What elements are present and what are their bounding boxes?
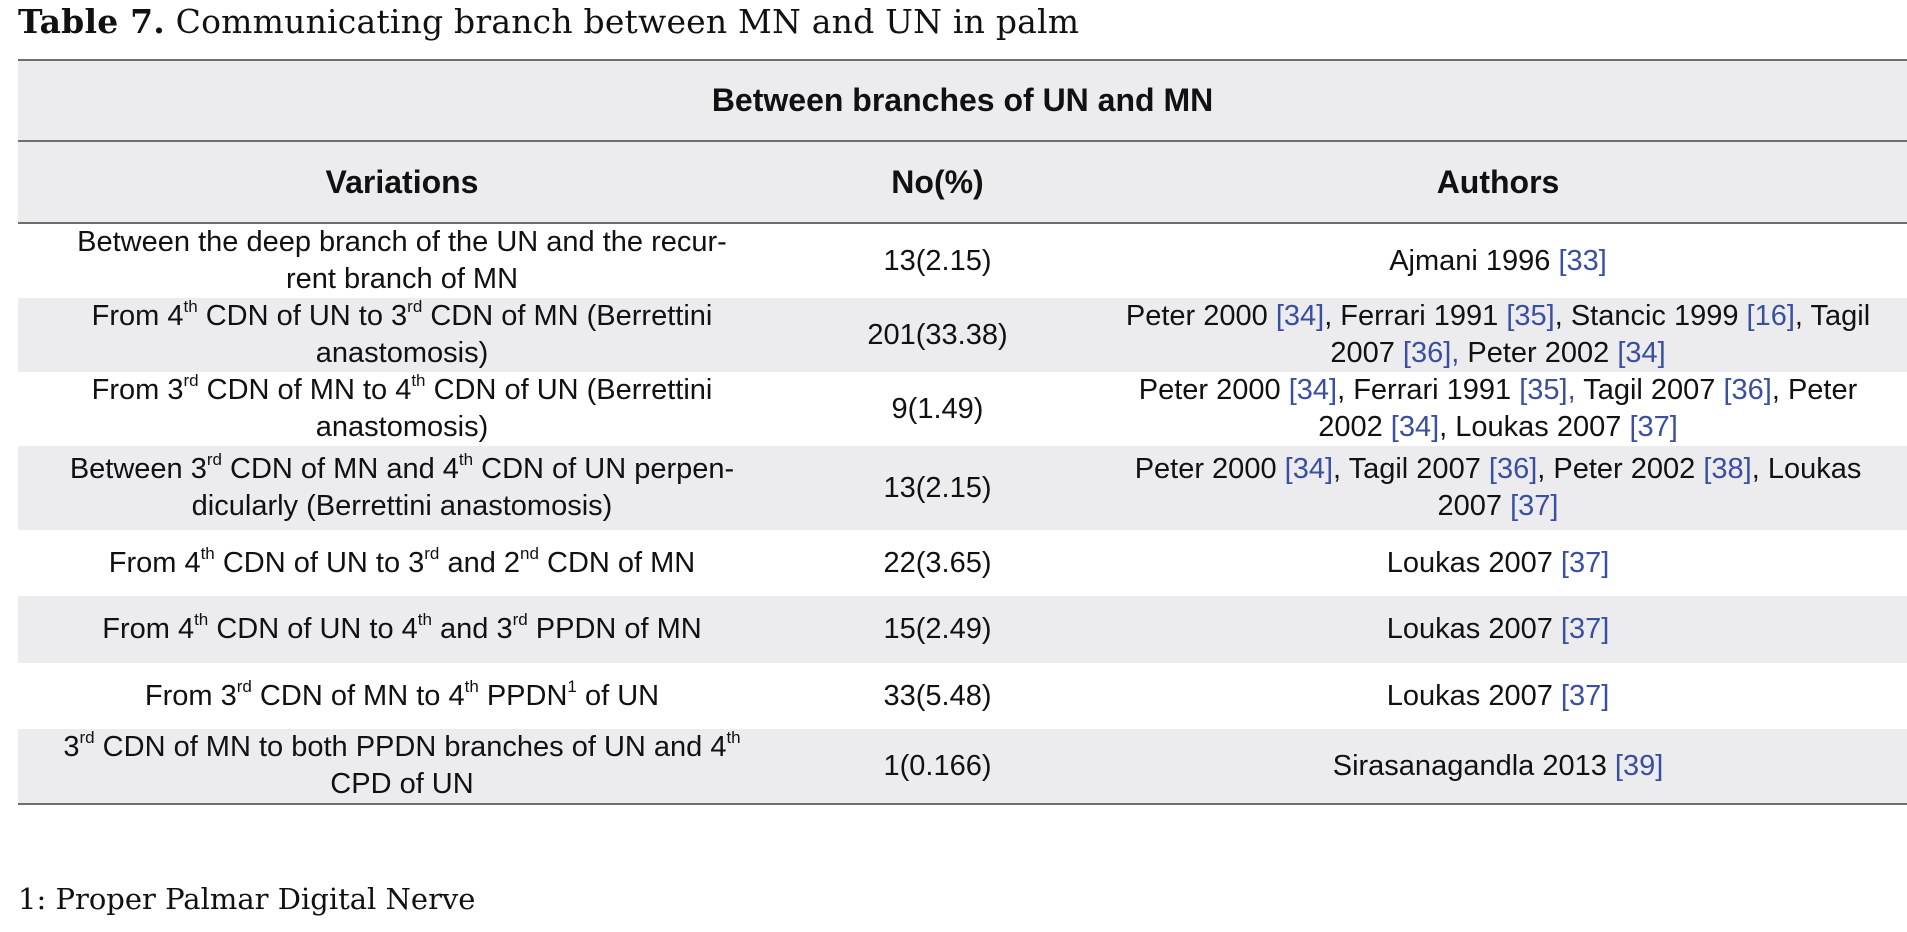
- superscript: th: [417, 610, 432, 630]
- table-row: 3rd CDN of MN to both PPDN branches of U…: [18, 728, 1907, 805]
- reference-link[interactable]: [34]: [1390, 411, 1440, 443]
- reference-link[interactable]: [35]: [1506, 300, 1555, 332]
- superscript: rd: [424, 543, 440, 563]
- variation-cell: From 3rd CDN of MN to 4th CDN of UN (Ber…: [18, 372, 786, 446]
- reference-link[interactable]: [34]: [1617, 337, 1666, 369]
- variation-cell: From 4th CDN of UN to 3rd and 2nd CDN of…: [18, 530, 786, 596]
- superscript: th: [458, 450, 474, 470]
- reference-link[interactable]: [37]: [1560, 546, 1610, 579]
- superscript: rd: [183, 371, 199, 391]
- count-cell: 13(2.15): [786, 446, 1089, 530]
- table-row: From 4th CDN of UN to 3rd CDN of MN (Ber…: [18, 298, 1907, 372]
- superscript: 1: [567, 676, 577, 696]
- table-body: Between the deep branch of the UN and th…: [18, 223, 1907, 805]
- superscript: th: [194, 610, 209, 630]
- table-row: Between 3rd CDN of MN and 4th CDN of UN …: [18, 446, 1907, 530]
- table-row: From 4th CDN of UN to 3rd and 2nd CDN of…: [18, 530, 1907, 596]
- table-row: From 3rd CDN of MN to 4th PPDN1 of UN 33(…: [18, 663, 1907, 729]
- superscript: th: [200, 543, 215, 563]
- reference-link[interactable]: [37]: [1510, 490, 1559, 522]
- count-cell: 9(1.49): [786, 372, 1089, 446]
- reference-link[interactable]: [34]: [1275, 300, 1325, 332]
- reference-link[interactable]: [34]: [1284, 453, 1334, 485]
- column-header-variations: Variations: [18, 141, 786, 224]
- reference-link[interactable]: [39]: [1614, 749, 1664, 782]
- superscript: rd: [407, 297, 423, 317]
- count-cell: 33(5.48): [786, 663, 1089, 729]
- table-title: Communicating branch between MN and UN i…: [175, 2, 1080, 41]
- reference-link[interactable]: [37]: [1560, 679, 1610, 712]
- reference-link[interactable]: [33]: [1558, 244, 1607, 277]
- table-row: From 3rd CDN of MN to 4th CDN of UN (Ber…: [18, 372, 1907, 446]
- variation-cell: From 4th CDN of UN to 4th and 3rd PPDN o…: [18, 596, 786, 663]
- reference-link[interactable]: [36]: [1723, 374, 1772, 406]
- superscript: th: [726, 728, 741, 748]
- superscript: rd: [236, 676, 252, 696]
- authors-cell: Loukas 2007 [37]: [1089, 663, 1907, 729]
- variation-cell: 3rd CDN of MN to both PPDN branches of U…: [18, 728, 786, 805]
- authors-cell: Peter 2000 [34], Tagil 2007 [36], Peter …: [1089, 446, 1907, 530]
- authors-cell: Peter 2000 [34], Ferrari 1991 [35], Stan…: [1089, 298, 1907, 372]
- authors-cell: Loukas 2007 [37]: [1089, 530, 1907, 596]
- table-row: From 4th CDN of UN to 4th and 3rd PPDN o…: [18, 596, 1907, 663]
- column-header-authors: Authors: [1089, 141, 1907, 224]
- superscript: th: [183, 297, 198, 317]
- variation-cell: From 4th CDN of UN to 3rd CDN of MN (Ber…: [18, 298, 786, 372]
- reference-link[interactable]: [37]: [1560, 613, 1610, 645]
- column-header-count: No(%): [786, 141, 1089, 224]
- superscript: th: [411, 371, 426, 391]
- count-cell: 22(3.65): [786, 530, 1089, 596]
- variation-cell: Between 3rd CDN of MN and 4th CDN of UN …: [18, 446, 786, 530]
- variation-cell: Between the deep branch of the UN and th…: [18, 223, 786, 298]
- authors-cell: Ajmani 1996 [33]: [1089, 223, 1907, 298]
- authors-cell: Peter 2000 [34], Ferrari 1991 [35], Tagi…: [1089, 372, 1907, 446]
- reference-link[interactable]: [34]: [1288, 374, 1338, 406]
- reference-link[interactable]: [37]: [1629, 411, 1678, 443]
- reference-link[interactable]: [16]: [1746, 300, 1795, 332]
- authors-cell: Sirasanagandla 2013 [39]: [1089, 729, 1907, 805]
- superscript: th: [464, 676, 479, 696]
- superscript: nd: [520, 543, 539, 563]
- superscript: rd: [512, 610, 528, 630]
- reference-link[interactable]: [35],: [1519, 374, 1576, 406]
- reference-link[interactable]: [36]: [1488, 453, 1538, 485]
- group-header: Between branches of UN and MN: [18, 59, 1907, 142]
- variations-table: Between branches of UN and MN Variations…: [18, 59, 1907, 805]
- table-caption: Table 7. Communicating branch between MN…: [18, 2, 1079, 41]
- superscript: rd: [206, 450, 222, 470]
- count-cell: 201(33.38): [786, 298, 1089, 372]
- reference-link[interactable]: [38]: [1703, 453, 1752, 485]
- count-cell: 13(2.15): [786, 223, 1089, 298]
- superscript: rd: [79, 728, 95, 748]
- footnote: 1: Proper Palmar Digital Nerve: [18, 882, 476, 916]
- authors-cell: Loukas 2007 [37]: [1089, 596, 1907, 663]
- table-row: Between the deep branch of the UN and th…: [18, 223, 1907, 298]
- count-cell: 1(0.166): [786, 729, 1089, 805]
- reference-link[interactable]: [36],: [1402, 337, 1460, 369]
- count-cell: 15(2.49): [786, 596, 1089, 663]
- variation-cell: From 3rd CDN of MN to 4th PPDN1 of UN: [18, 663, 786, 729]
- table-label: Table 7.: [18, 2, 165, 41]
